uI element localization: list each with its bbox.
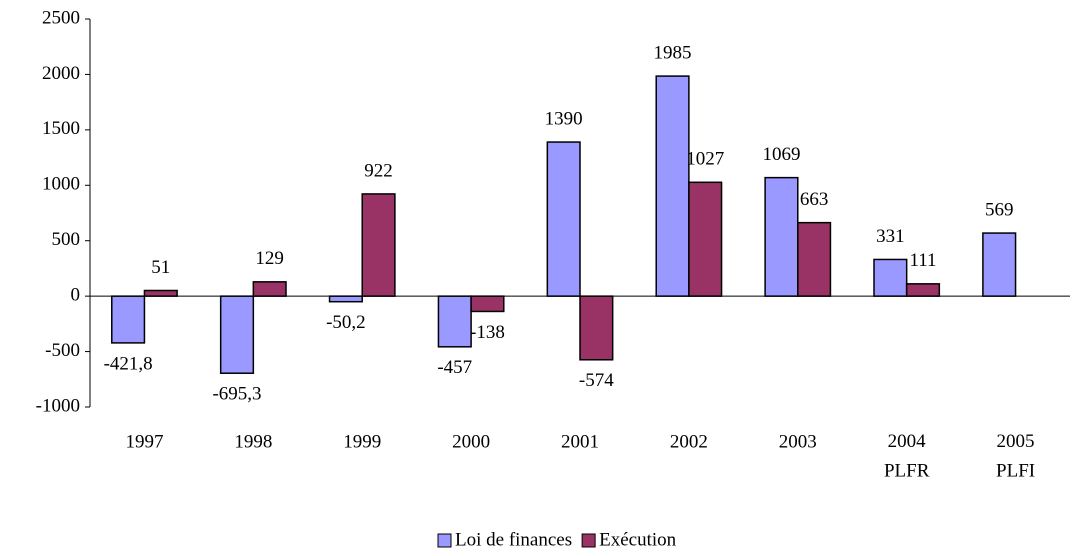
data-label: -574 (579, 370, 614, 391)
x-tick-label: 2005 PLFI (996, 431, 1035, 481)
data-label: -695,3 (212, 384, 261, 405)
y-tick-label: 1000 (42, 174, 80, 195)
x-tick-label: 2000 (452, 431, 490, 452)
x-tick-label: 2003 (779, 431, 817, 452)
data-label: 129 (255, 248, 284, 269)
data-label: -50,2 (326, 312, 366, 333)
bar (470, 295, 505, 313)
data-label: 663 (800, 189, 829, 210)
bar (219, 295, 255, 374)
data-label: -138 (470, 322, 505, 343)
data-label: 1390 (545, 108, 583, 129)
data-label: 1027 (686, 149, 724, 170)
bar (361, 193, 396, 297)
bar (873, 258, 908, 297)
y-tick-label: 1500 (42, 118, 80, 139)
legend-swatch (581, 533, 596, 548)
data-label: 111 (909, 250, 936, 271)
y-tick-label: -500 (45, 340, 80, 361)
legend-label: Exécution (599, 529, 677, 550)
bar (764, 176, 799, 297)
data-label: 331 (876, 226, 905, 247)
x-tick-label: 2002 (670, 431, 708, 452)
data-label: 1985 (654, 42, 692, 63)
y-tick-label: 500 (52, 229, 81, 250)
x-tick-label: 2004 PLFR (884, 431, 930, 481)
x-tick-label: 1998 (234, 431, 272, 452)
legend-label: Loi de finances (455, 529, 572, 550)
y-tick-label: 0 (71, 285, 81, 306)
bar (905, 283, 941, 297)
data-label: 922 (364, 160, 393, 181)
bar (143, 289, 178, 297)
y-tick-label: 2000 (42, 63, 80, 84)
bar (982, 232, 1017, 297)
x-tick-label: 1997 (125, 431, 163, 452)
data-label: 569 (985, 199, 1014, 220)
x-tick-label: 2001 (561, 431, 599, 452)
bar (437, 295, 472, 348)
bar (579, 295, 614, 361)
y-tick-label: 2500 (42, 7, 80, 28)
bar (655, 75, 690, 297)
bar (546, 141, 581, 297)
bar (252, 281, 287, 297)
bar (688, 181, 723, 297)
bar (111, 295, 146, 344)
x-tick-label: 1999 (343, 431, 381, 452)
data-label: 1069 (762, 144, 800, 165)
bar (797, 221, 832, 297)
data-label: -421,8 (104, 353, 153, 374)
data-label: 51 (151, 257, 170, 278)
bar (328, 295, 363, 303)
data-label: -457 (437, 357, 472, 378)
y-tick-label: -1000 (36, 395, 80, 416)
legend-swatch (437, 533, 452, 548)
